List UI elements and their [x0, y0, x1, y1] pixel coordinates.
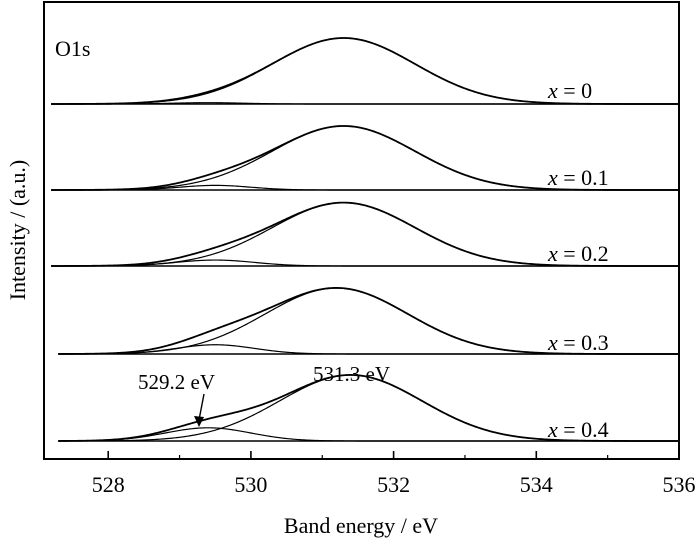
x-axis-ticks: 528 530 532 534 536 — [92, 451, 696, 497]
plot-frame — [43, 1, 680, 460]
annotation-531-label: 531.3 eV — [313, 362, 390, 386]
envelope-curve — [51, 201, 679, 267]
series-label: x = 0.2 — [547, 241, 609, 266]
series-group: x = 0 — [51, 37, 679, 105]
x-tick-label: 530 — [234, 472, 267, 497]
spectra: x = 0 x = 0.1 x = 0.2 x = 0.3 x = 0.4 — [51, 37, 679, 442]
annotation-arrow — [198, 393, 205, 421]
panel-label: O1s — [55, 36, 90, 61]
series-group: x = 0.4 — [58, 374, 679, 442]
envelope-curve — [51, 125, 679, 191]
envelope-curve — [51, 37, 679, 105]
series-group: x = 0.2 — [51, 201, 679, 267]
x-tick-label: 528 — [92, 472, 125, 497]
series-label: x = 0 — [547, 78, 592, 103]
x-tick-label: 534 — [520, 472, 553, 497]
peak-annotations: 529.2 eV 531.3 eV — [138, 362, 390, 427]
envelope-curve — [58, 374, 679, 442]
series-label: x = 0.3 — [547, 330, 609, 355]
series-group: x = 0.3 — [58, 287, 679, 355]
x-axis-title: Band energy / eV — [284, 513, 438, 538]
envelope-curve — [58, 287, 679, 355]
x-tick-label: 532 — [377, 472, 410, 497]
y-axis-title: Intensity / (a.u.) — [5, 160, 30, 301]
annotation-arrowhead — [194, 416, 204, 427]
series-label: x = 0.1 — [547, 165, 609, 190]
annotation-529-label: 529.2 eV — [138, 370, 215, 394]
series-label: x = 0.4 — [547, 417, 609, 442]
x-tick-label: 536 — [663, 472, 696, 497]
series-group: x = 0.1 — [51, 125, 679, 191]
